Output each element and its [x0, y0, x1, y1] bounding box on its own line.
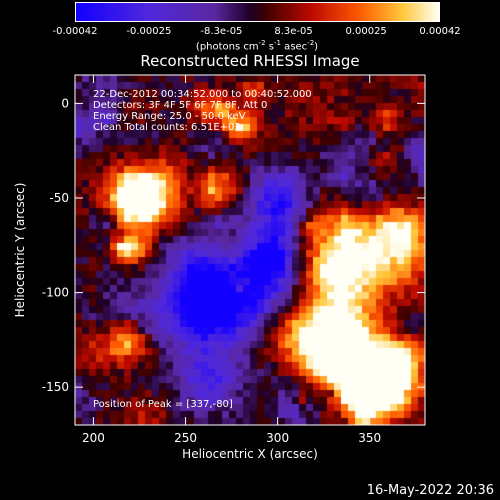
x-tick-label: 200: [82, 431, 105, 445]
colorbar-tick-label: -0.00025: [126, 26, 172, 37]
y-tick-label: -100: [42, 286, 69, 300]
y-tick-label: -150: [42, 380, 69, 394]
timestamp: 16-May-2022 20:36: [366, 483, 494, 498]
x-tick-label: 250: [174, 431, 197, 445]
info-annotation: 22-Dec-2012 00:34:52.000 to 00:40:52.000: [93, 89, 312, 100]
colorbar-units: (photons cm-2 s-1 asec-2): [195, 39, 319, 53]
colorbar-gradient: [75, 2, 440, 22]
colorbar: [75, 2, 440, 22]
x-tick-label: 350: [358, 431, 381, 445]
info-annotation: Energy Range: 25.0 - 50.0 keV: [93, 111, 246, 122]
y-axis-label: Heliocentric Y (arcsec): [13, 183, 27, 318]
y-tick-label: 0: [61, 96, 69, 110]
plot-frame: [74, 74, 426, 426]
colorbar-tick-label: -0.00042: [52, 26, 98, 37]
colorbar-tick-label: 8.3e-05: [274, 26, 313, 37]
colorbar-tick-label: -8.3e-05: [200, 26, 243, 37]
chart-title: Reconstructed RHESSI Image: [140, 52, 360, 70]
info-annotation: Detectors: 3F 4F 5F 6F 7F 8F, Att 0: [93, 100, 267, 111]
x-axis-label: Heliocentric X (arcsec): [182, 447, 318, 461]
y-tick-label: -50: [49, 191, 69, 205]
colorbar-tick-label: 0.00042: [419, 26, 461, 37]
peak-position-label: Position of Peak = [337,-80]: [93, 399, 233, 410]
colorbar-tick-label: 0.00025: [345, 26, 387, 37]
x-tick-label: 300: [266, 431, 289, 445]
info-annotation: Clean Total counts: 6.51E+03: [93, 122, 241, 133]
